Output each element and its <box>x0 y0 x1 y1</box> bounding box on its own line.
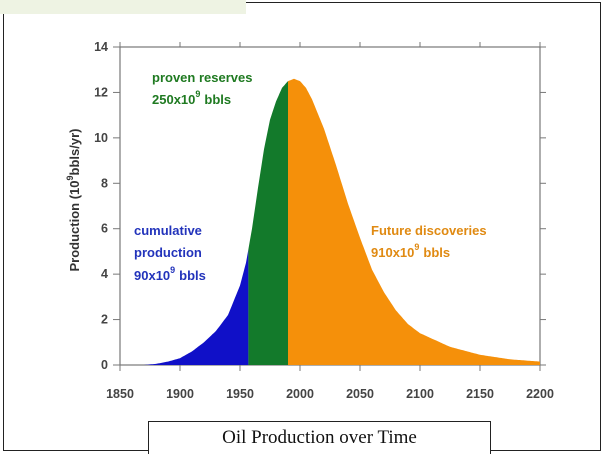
figure-caption: Oil Production over Time <box>148 421 491 454</box>
y-tick-label-10: 10 <box>94 131 108 145</box>
annotation-reserves-mantissa: 250x10 <box>152 92 195 107</box>
x-tick-label-2100: 2100 <box>406 387 434 401</box>
annotation-future-exp: 9 <box>414 242 419 252</box>
annotation-future-mantissa: 910x10 <box>371 245 414 260</box>
annotation-future-line1: Future discoveries <box>371 223 487 238</box>
annotation-future-line2: 910x109 bbls <box>371 242 450 260</box>
x-tick-label-2050: 2050 <box>346 387 374 401</box>
y-tick-label-4: 4 <box>101 267 108 281</box>
annotation-reserves-unit: bbls <box>204 92 231 107</box>
annotation-reserves-exp: 9 <box>195 89 200 99</box>
y-axis-title-exp: 9 <box>65 175 75 180</box>
region-proven-reserves <box>248 81 288 365</box>
annotation-cumulative-line2: production <box>134 245 202 260</box>
x-tick-label-1900: 1900 <box>166 387 194 401</box>
y-tick-label-12: 12 <box>94 85 108 99</box>
x-tick-label-2000: 2000 <box>286 387 314 401</box>
y-tick-label-2: 2 <box>101 313 108 327</box>
annotation-cumulative-exp: 9 <box>170 265 175 275</box>
y-tick-label-8: 8 <box>101 176 108 190</box>
y-tick-label-6: 6 <box>101 222 108 236</box>
y-tick-label-14: 14 <box>94 40 108 54</box>
x-tick-label-2150: 2150 <box>466 387 494 401</box>
corner-tab <box>0 0 246 14</box>
x-tick-label-1950: 1950 <box>226 387 254 401</box>
annotation-cumulative-line3: 90x109 bbls <box>134 265 206 283</box>
y-tick-label-0: 0 <box>101 358 108 372</box>
annotation-future-unit: bbls <box>423 245 450 260</box>
y-axis-title: Production (109bbls/yr) <box>65 129 82 272</box>
x-tick-label-1850: 1850 <box>106 387 134 401</box>
y-axis-title-unit: bbls/yr) <box>67 129 82 176</box>
annotation-cumulative-unit: bbls <box>179 268 206 283</box>
annotation-reserves-line1: proven reserves <box>152 70 252 85</box>
region-future-discoveries <box>288 78 540 366</box>
annotation-cumulative-mantissa: 90x10 <box>134 268 170 283</box>
region-cumulative-production <box>120 249 249 365</box>
annotation-cumulative-line1: cumulative <box>134 223 202 238</box>
x-tick-label-2200: 2200 <box>526 387 554 401</box>
axis-ticks: 1850 1900 1950 2000 2050 2100 2150 2200 0 2 4 6 8 10 1… <box>94 40 554 401</box>
annotation-reserves-line2: 250x109 bbls <box>152 89 231 107</box>
y-axis-title-label: Production (10 <box>67 180 82 271</box>
area-regions <box>120 78 540 366</box>
